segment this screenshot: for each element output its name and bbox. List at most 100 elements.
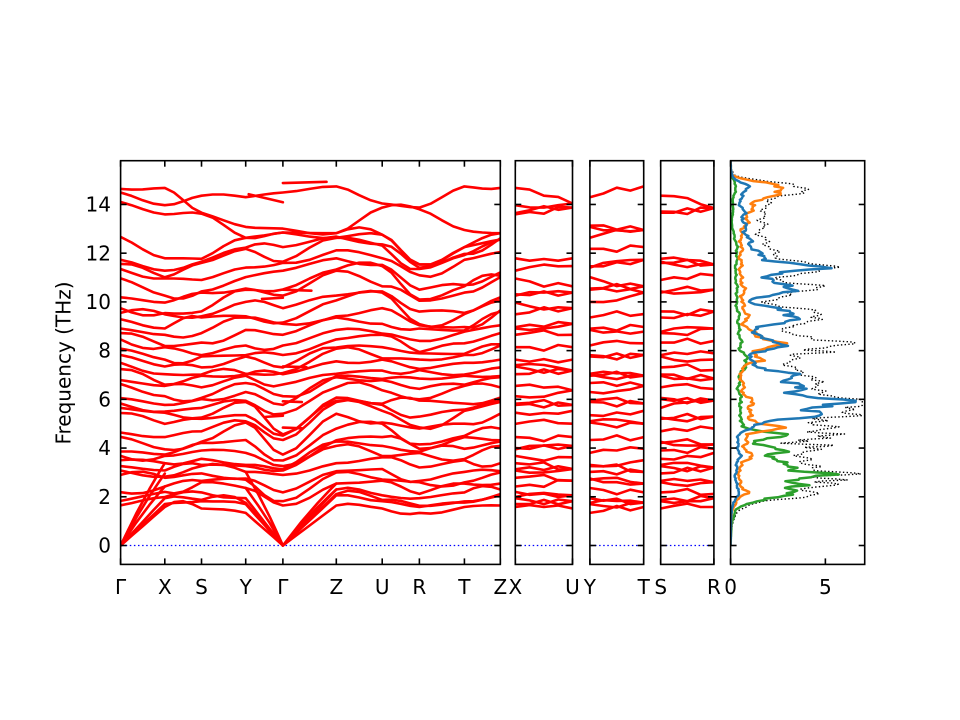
phonon-band (120, 249, 501, 282)
dos-x-tick-label: 0 (724, 575, 737, 599)
k-point-label: Y (239, 575, 253, 599)
phonon-band (589, 291, 644, 304)
lo-to-stub (260, 296, 285, 301)
k-point-label: R (707, 575, 721, 599)
phonon-band (660, 451, 714, 461)
phonon-band (120, 396, 501, 436)
lo-to-stub (281, 426, 304, 430)
phonon-band (660, 350, 714, 357)
phonon-band (120, 235, 501, 273)
y-tick-label: 12 (86, 241, 111, 265)
phonon-band (515, 454, 573, 463)
band-panel-xu-content (515, 186, 573, 547)
phonon-band (120, 366, 501, 389)
phonon-band (120, 470, 501, 503)
pdos-blue-curve (730, 161, 857, 546)
phonon-band (515, 398, 573, 408)
band-panel-main-frame (119, 159, 502, 566)
phonon-band (660, 373, 714, 381)
y-axis-title: Frequency (THz) (52, 280, 77, 445)
phonon-band (589, 417, 644, 426)
phonon-band (515, 498, 573, 506)
k-point-label: Y (583, 575, 597, 599)
phonon-band (515, 383, 573, 392)
k-point-label: U (375, 575, 390, 599)
lo-to-stub (281, 180, 328, 185)
phonon-band (515, 418, 573, 426)
phonon-band (660, 355, 714, 363)
phonon-band (660, 272, 714, 282)
phonon-band (515, 473, 573, 483)
phonon-band (515, 434, 573, 443)
phonon-band (660, 396, 714, 405)
phonon-band (120, 398, 501, 442)
phonon-band (515, 277, 573, 288)
phonon-band (589, 384, 644, 395)
phonon-band (515, 388, 573, 399)
acoustic-branch (120, 485, 167, 547)
dos-x-tick-label: 5 (819, 575, 832, 599)
phonon-band (660, 288, 714, 295)
phonon-band (515, 305, 573, 316)
k-point-label: S (195, 575, 208, 599)
phonon-band (120, 331, 501, 365)
phonon-band (660, 440, 714, 447)
phonon-band (515, 461, 573, 471)
phonon-band (589, 185, 644, 199)
total-dos-curve (730, 160, 863, 546)
phonon-band (515, 320, 573, 329)
band-panel-sr-frame (659, 159, 715, 566)
phonon-band (589, 396, 644, 405)
y-tick-label: 2 (98, 485, 111, 509)
phonon-band (120, 310, 501, 348)
acoustic-branch (120, 461, 167, 547)
phonon-band (589, 486, 644, 496)
phonon-band (660, 260, 714, 269)
phonon-band (515, 343, 573, 352)
phonon-band (515, 496, 573, 506)
phonon-band (120, 375, 501, 407)
phonon-band (660, 480, 714, 488)
phonon-band (515, 202, 573, 209)
dos-panel-content (730, 160, 863, 546)
phonon-band (660, 461, 714, 469)
phonon-band (515, 204, 573, 215)
phonon-band (120, 374, 501, 403)
phonon-band (660, 308, 714, 317)
phonon-band (515, 329, 573, 337)
dos-panel-frame (729, 159, 866, 566)
lo-to-stub (281, 365, 308, 369)
phonon-band (589, 380, 644, 388)
phonon-band (515, 256, 573, 263)
phonon-band (660, 206, 714, 216)
band-panel-sr-content (660, 194, 714, 547)
lo-to-stub (281, 399, 304, 404)
phonon-band (515, 464, 573, 472)
k-point-label: Γ (115, 575, 127, 599)
phonon-band (515, 409, 573, 417)
band-panel-xu-frame (514, 159, 574, 566)
phonon-band (589, 496, 644, 506)
phonon-band (515, 362, 573, 372)
phonon-band (120, 269, 501, 317)
y-tick-label: 8 (98, 339, 111, 363)
phonon-band (589, 504, 644, 515)
k-point-label: X (158, 575, 172, 599)
phonon-band (589, 476, 644, 485)
phonon-band (515, 490, 573, 499)
phonon-band (120, 344, 501, 377)
k-point-label: S (654, 575, 667, 599)
phonon-band (589, 282, 644, 291)
y-tick-label: 6 (98, 387, 111, 411)
phonon-band (660, 466, 714, 475)
phonon-band (589, 352, 644, 361)
phonon-band (515, 186, 573, 205)
phonon-band (660, 494, 714, 503)
phonon-band (120, 467, 501, 494)
k-point-label: R (412, 575, 426, 599)
phonon-band (120, 306, 501, 339)
phonon-band (120, 200, 501, 266)
phonon-band (660, 477, 714, 484)
phonon-band (589, 258, 644, 268)
